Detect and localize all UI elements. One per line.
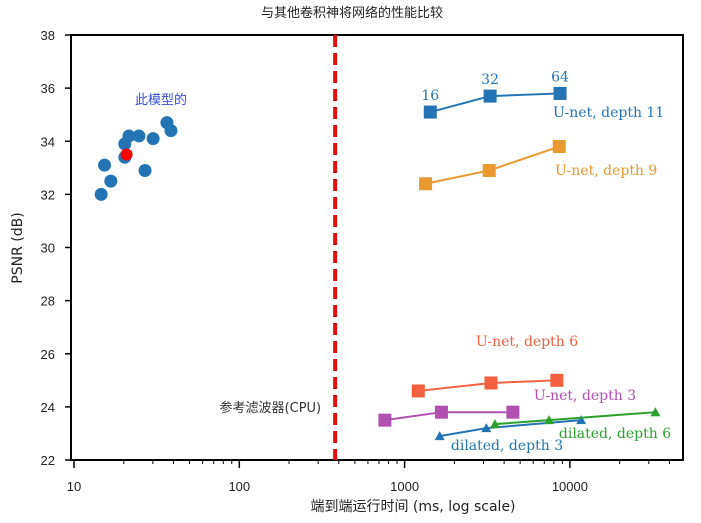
series-u-net-depth-11: 16 32 64 U-net, depth 11 — [421, 69, 664, 121]
x-tick-label: 10000 — [552, 479, 588, 494]
point-label: 32 — [481, 72, 499, 88]
y-tick-label: 32 — [41, 187, 55, 202]
model-point — [104, 174, 118, 188]
y-tick-label: 34 — [41, 134, 55, 149]
y-axis: 22 24 26 28 30 32 34 36 38 — [41, 28, 71, 468]
point-label: 64 — [551, 69, 569, 85]
x-tick-label: 1000 — [390, 479, 419, 494]
model-point — [164, 124, 178, 138]
y-tick-label: 24 — [41, 400, 55, 415]
x-axis: 10 100 1000 10000 — [67, 460, 670, 494]
y-tick-label: 38 — [41, 28, 55, 43]
square-marker — [483, 89, 497, 103]
square-marker — [553, 86, 567, 100]
triangle-marker — [481, 423, 492, 433]
series-label: dilated, depth 3 — [451, 438, 563, 454]
triangle-marker — [544, 415, 555, 425]
model-point — [98, 158, 112, 172]
square-marker — [552, 140, 566, 154]
x-tick-label: 10 — [67, 479, 81, 494]
triangle-marker — [576, 415, 587, 425]
triangle-marker — [489, 419, 500, 429]
square-marker — [378, 413, 392, 427]
x-tick-label: 100 — [228, 479, 250, 494]
square-marker — [550, 373, 564, 387]
x-axis-label: 端到端运行时间 (ms, log scale) — [310, 499, 515, 515]
series-label: U-net, depth 9 — [555, 163, 657, 179]
square-marker — [419, 177, 433, 191]
highlight-point — [120, 148, 133, 161]
series-u-net-depth-6: U-net, depth 6 — [411, 334, 578, 398]
y-tick-label: 30 — [41, 241, 55, 256]
series-dilated-depth-6: dilated, depth 6 — [489, 407, 671, 442]
series-label: U-net, depth 11 — [553, 105, 664, 121]
series-label: U-net, depth 6 — [476, 334, 578, 350]
square-marker — [506, 405, 520, 419]
y-tick-label: 22 — [41, 453, 55, 468]
series-label: dilated, depth 6 — [559, 426, 671, 442]
model-point — [132, 129, 146, 143]
y-tick-label: 28 — [41, 294, 55, 309]
series-line — [384, 411, 513, 422]
square-marker — [423, 105, 437, 119]
model-point — [146, 132, 160, 146]
square-marker — [484, 376, 498, 390]
triangle-marker — [650, 407, 661, 417]
reference-line-label: 参考滤波器(CPU) — [220, 400, 322, 416]
model-point — [94, 187, 108, 201]
triangle-marker — [434, 431, 445, 441]
series-group: 16 32 64 U-net, depth 11 U-net, depth 9 U-net… — [378, 69, 671, 454]
point-label: 16 — [421, 88, 439, 104]
square-marker — [434, 405, 448, 419]
square-marker — [411, 384, 425, 398]
model-label: 此模型的 — [135, 92, 187, 108]
y-tick-label: 36 — [41, 81, 55, 96]
y-tick-label: 26 — [41, 347, 55, 362]
model-point — [138, 163, 152, 177]
series-u-net-depth-9: U-net, depth 9 — [419, 140, 657, 191]
y-axis-label: PSNR (dB) — [10, 212, 26, 283]
reference-line-group: 参考滤波器(CPU) — [220, 35, 338, 460]
series-u-net-depth-3: U-net, depth 3 — [378, 388, 636, 427]
series-label: U-net, depth 3 — [534, 388, 636, 404]
square-marker — [482, 163, 496, 177]
chart-title: 与其他卷积神将网络的性能比较 — [261, 5, 443, 21]
model-point — [122, 129, 136, 143]
scatter-group: 此模型的 — [94, 92, 187, 201]
